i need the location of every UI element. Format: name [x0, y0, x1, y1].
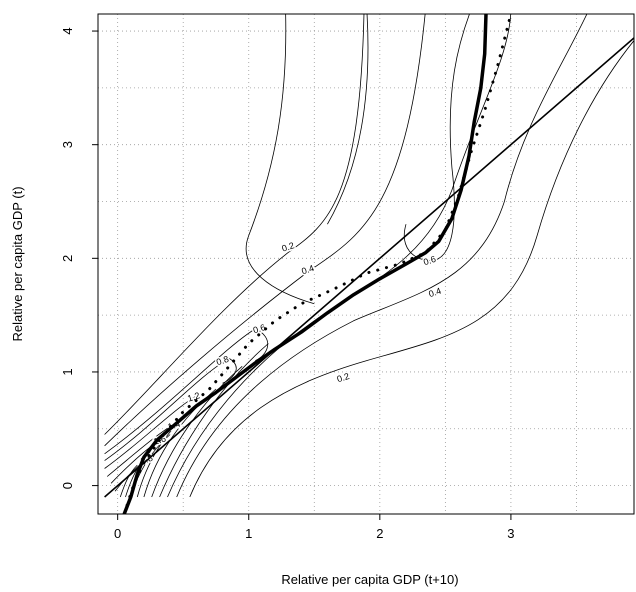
contour-line	[176, 14, 588, 498]
series-dotted	[122, 14, 513, 514]
contour-line	[104, 14, 426, 447]
x-tick-label: 0	[114, 526, 121, 541]
contour-label: 0.4	[427, 286, 442, 299]
contour-line	[189, 39, 634, 498]
contour-line	[167, 14, 512, 498]
contour-line	[404, 14, 470, 262]
contour-line	[151, 365, 243, 498]
contour-label: 0.2	[336, 371, 351, 384]
y-tick-label: 1	[60, 368, 75, 375]
contour-line	[104, 328, 268, 455]
x-tick-label: 3	[507, 526, 514, 541]
y-axis-title: Relative per capita GDP (t)	[10, 186, 25, 341]
series-diagonal	[104, 36, 634, 498]
grid	[98, 14, 634, 514]
y-tick-label: 3	[60, 141, 75, 148]
x-tick-label: 2	[376, 526, 383, 541]
contour-lines: 0.20.40.60.81.21.41.61.80.60.40.2	[104, 14, 634, 498]
contour-label: 0.6	[422, 254, 437, 267]
contour-label: 1.2	[186, 390, 201, 403]
x-axis-title: Relative per capita GDP (t+10)	[281, 572, 458, 587]
contour-label: 0.4	[300, 263, 315, 276]
contour-line	[104, 357, 237, 461]
contour-label: 0.2	[281, 240, 296, 253]
series-thick	[122, 14, 488, 514]
contour-label: 0.8	[215, 354, 230, 367]
contour-line	[245, 14, 315, 305]
contour-line	[104, 394, 200, 469]
contour-line	[104, 14, 365, 435]
contour-line	[119, 464, 138, 498]
x-tick-label: 1	[245, 526, 252, 541]
plot-frame	[97, 13, 635, 515]
series-lines	[104, 14, 634, 514]
y-tick-label: 4	[60, 27, 75, 34]
y-tick-label: 0	[60, 482, 75, 489]
contour-line	[159, 343, 269, 498]
axes: 0123401234	[60, 27, 515, 541]
contour-line	[327, 14, 369, 225]
y-tick-label: 2	[60, 255, 75, 262]
